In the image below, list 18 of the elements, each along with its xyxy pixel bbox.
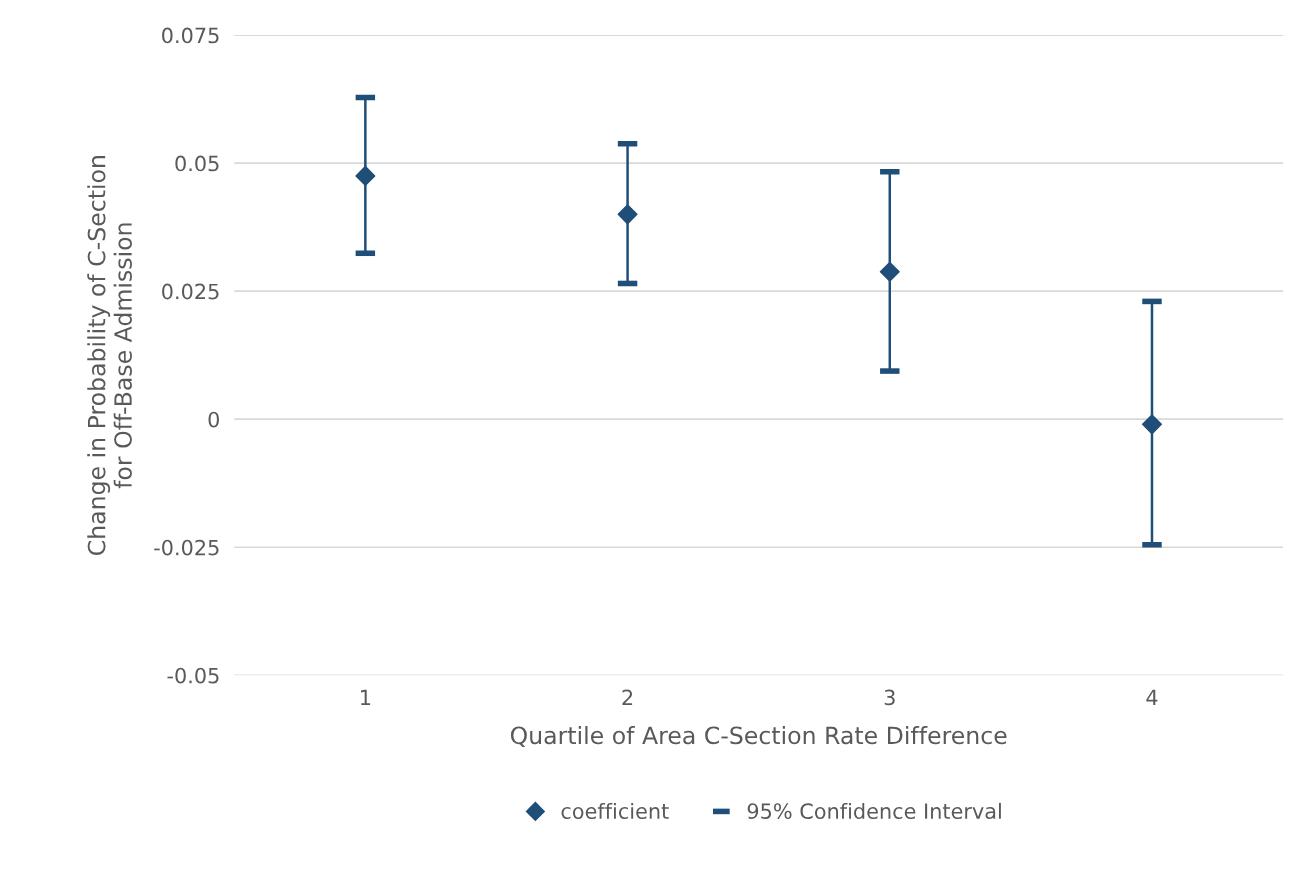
y-tick-label: -0.025 <box>154 539 219 556</box>
y-tick-label: 0.075 <box>162 27 219 44</box>
legend-label: coefficient <box>561 802 669 819</box>
point <box>617 204 638 225</box>
x-tick-label: 2 <box>622 689 633 706</box>
point <box>879 261 900 282</box>
x-tick-label: 4 <box>1146 689 1158 706</box>
x-axis-title: Quartile of Area C-Section Rate Difference <box>510 726 1007 747</box>
point <box>355 165 376 186</box>
y-tick-label: 0.025 <box>162 283 219 300</box>
x-tick-label: 1 <box>361 689 371 706</box>
point <box>1141 414 1163 435</box>
text: 95% Confidence Interval <box>747 802 1001 819</box>
y-axis-title: Change in Probability of C-Section for Off-Base Admission <box>87 156 132 555</box>
x-tick-label: 3 <box>884 689 895 706</box>
y-tick-label: -0.05 <box>167 667 219 684</box>
y-tick-label: 0.05 <box>175 155 219 172</box>
y-tick-label: 0 <box>208 411 219 428</box>
